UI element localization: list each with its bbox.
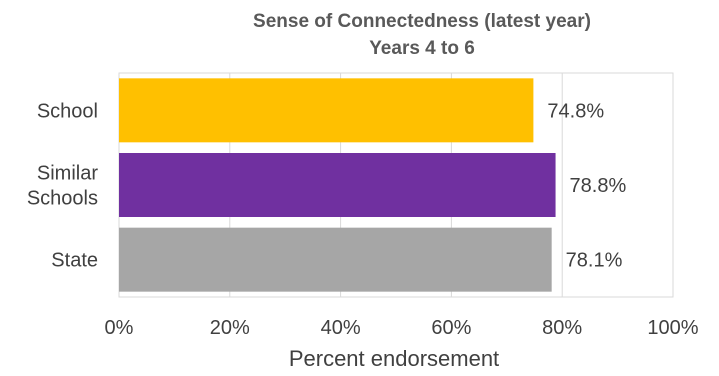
bar bbox=[119, 227, 552, 292]
x-tick-label: 60% bbox=[431, 317, 471, 339]
category-label-line: Schools bbox=[27, 188, 98, 210]
category-label-line: School bbox=[37, 100, 98, 122]
category-label: State bbox=[51, 250, 98, 272]
category-label: School bbox=[37, 100, 98, 122]
bar bbox=[119, 153, 556, 217]
chart-subtitle: Years 4 to 6 bbox=[369, 38, 475, 59]
data-label: 78.1% bbox=[566, 250, 623, 272]
category-label-line: State bbox=[51, 250, 98, 272]
data-label: 74.8% bbox=[547, 100, 604, 122]
category-label-line: Similar bbox=[37, 163, 98, 185]
x-tick-label: 40% bbox=[321, 317, 361, 339]
x-tick-label: 80% bbox=[542, 317, 582, 339]
chart-title: Sense of Connectedness (latest year) bbox=[253, 11, 591, 32]
x-tick-label: 0% bbox=[105, 317, 134, 339]
category-label: Similar Schools bbox=[27, 163, 98, 210]
x-tick-label: 100% bbox=[647, 317, 698, 339]
x-axis-label: Percent endorsement bbox=[289, 346, 499, 371]
plot-area: School 74.8% Similar Schools 78.8% State 78.1%… bbox=[27, 72, 699, 339]
x-tick-label: 20% bbox=[210, 317, 250, 339]
data-label: 78.8% bbox=[570, 175, 627, 197]
bar bbox=[119, 78, 534, 143]
